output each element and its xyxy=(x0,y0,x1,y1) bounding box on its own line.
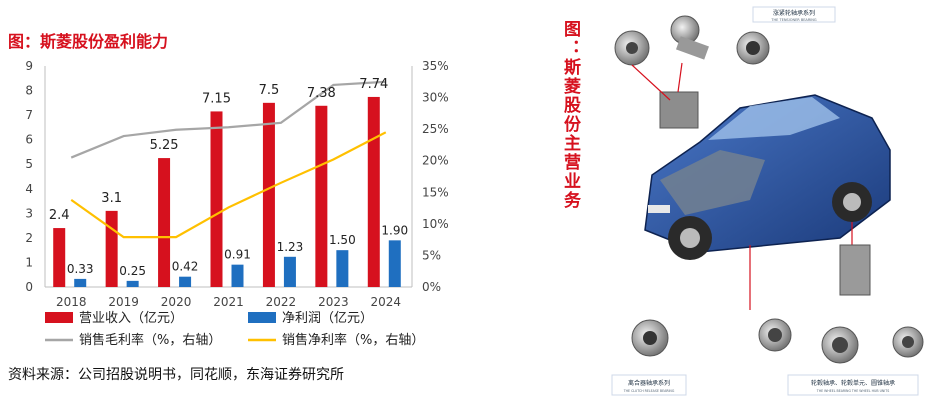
net-profit-data-label: 1.23 xyxy=(277,240,304,254)
net-profit-data-label: 1.90 xyxy=(381,223,408,237)
revenue-bar xyxy=(158,158,171,287)
profitability-chart: 0 1 2 3 4 5 6 7 8 9 0% 5% 10% 15% 20% 25% 30% 35% 2018 2019… xyxy=(25,59,449,348)
y-tick-left: 7 xyxy=(25,108,33,122)
tensioner-label: 涨紧轮轴承系列 xyxy=(773,9,815,17)
right-panel-title: 图：斯菱股份主营业务 xyxy=(560,20,580,210)
net-profit-data-label: 1.50 xyxy=(329,233,356,247)
y-tick-left: 5 xyxy=(25,157,33,171)
revenue-bar xyxy=(367,96,380,287)
net-profit-data-label: 0.25 xyxy=(119,264,146,278)
net-profit-bar xyxy=(74,278,87,287)
x-tick-label: 2024 xyxy=(371,295,402,309)
x-tick-label: 2022 xyxy=(266,295,297,309)
chart-title: 图：斯菱股份盈利能力 xyxy=(8,32,169,51)
y-tick-left: 1 xyxy=(25,255,33,269)
net-margin-line xyxy=(70,131,387,239)
revenue-bar xyxy=(262,102,275,287)
legend-label: 净利润（亿元） xyxy=(282,311,373,326)
net-profit-data-label: 0.42 xyxy=(172,260,199,274)
wheel-bearing-label: 轮毂轴承、轮毂单元、圆锥轴承 xyxy=(811,379,895,387)
x-tick-label: 2020 xyxy=(161,295,192,309)
revenue-data-label: 7.38 xyxy=(307,86,336,101)
revenue-data-label: 7.5 xyxy=(259,83,280,98)
revenue-bar xyxy=(315,105,328,287)
x-tick-label: 2021 xyxy=(213,295,244,309)
y-tick-left: 9 xyxy=(25,59,33,73)
legend-label: 销售净利率（%，右轴） xyxy=(282,332,424,348)
wheel-bearing-sublabel: THE WHEEL BEARING THE WHEEL HUB UNITS xyxy=(816,389,889,393)
y-tick-left: 3 xyxy=(25,206,33,220)
tensioner-bearing-icon xyxy=(614,15,770,66)
revenue-bar xyxy=(105,210,118,287)
y-tick-left: 0 xyxy=(25,280,33,294)
revenue-data-label: 5.25 xyxy=(150,138,179,153)
legend-label: 营业收入（亿元） xyxy=(79,311,183,326)
net-profit-data-label: 0.91 xyxy=(224,248,251,262)
legend-swatch xyxy=(248,312,276,323)
net-profit-bar xyxy=(231,264,244,287)
y-tick-left: 2 xyxy=(25,231,33,245)
y-tick-right: 10% xyxy=(422,217,449,231)
clutch-label: 离合器轴承系列 xyxy=(628,379,670,387)
source-note: 资料来源：公司招股说明书，同花顺，东海证券研究所 xyxy=(8,367,344,383)
clutch-bearing-icon xyxy=(631,319,669,357)
y-tick-right: 30% xyxy=(422,91,449,105)
net-profit-bar xyxy=(388,240,401,287)
engine-module-icon xyxy=(659,91,699,129)
gross-margin-line xyxy=(70,80,386,159)
x-tick-label: 2023 xyxy=(318,295,349,309)
y-tick-left: 6 xyxy=(25,133,33,147)
revenue-data-label: 7.74 xyxy=(359,77,388,92)
net-profit-bar xyxy=(336,250,349,287)
x-tick-label: 2019 xyxy=(108,295,139,309)
y-tick-left: 4 xyxy=(25,182,33,196)
y-tick-right: 35% xyxy=(422,59,449,73)
y-tick-left: 8 xyxy=(25,84,33,98)
net-profit-data-label: 0.33 xyxy=(67,262,94,276)
net-profit-bar xyxy=(126,280,139,287)
revenue-bar xyxy=(53,228,66,287)
revenue-data-label: 2.4 xyxy=(49,208,70,223)
y-tick-right: 25% xyxy=(422,122,449,136)
y-tick-right: 20% xyxy=(422,154,449,168)
y-tick-right: 0% xyxy=(422,280,441,294)
y-tick-right: 15% xyxy=(422,185,449,199)
net-profit-bar xyxy=(283,256,296,287)
net-profit-bar xyxy=(179,276,192,287)
hub-unit-icon xyxy=(839,244,871,296)
car-cutaway-icon xyxy=(644,94,891,260)
clutch-sublabel: THE CLUTCH RELEASE BEARING xyxy=(623,389,675,393)
revenue-bar xyxy=(210,111,223,287)
revenue-data-label: 3.1 xyxy=(101,191,122,206)
wheel-bearing-icon xyxy=(758,318,924,364)
legend-label: 销售毛利率（%，右轴） xyxy=(79,332,221,348)
legend-swatch xyxy=(45,312,73,323)
x-tick-label: 2018 xyxy=(56,295,87,309)
main-business-illustration: 涨紧轮轴承系列 THE TENSIONER BEARING 离合器轴承系列 TH… xyxy=(611,6,924,396)
revenue-data-label: 7.15 xyxy=(202,91,231,106)
tensioner-sublabel: THE TENSIONER BEARING xyxy=(770,18,817,22)
y-tick-right: 5% xyxy=(422,248,441,262)
